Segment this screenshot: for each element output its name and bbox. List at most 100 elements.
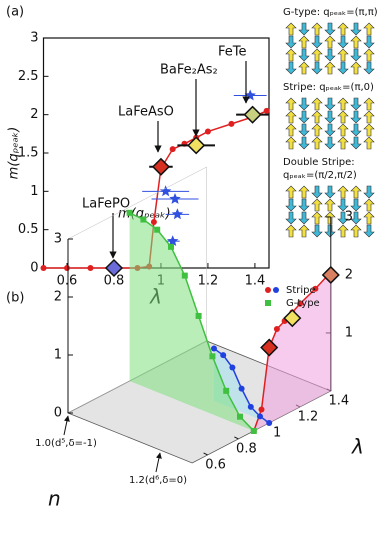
lambda-tick-label: 1 — [273, 425, 281, 440]
spin-arrow — [285, 48, 297, 62]
y2-tick-label: 1 — [345, 325, 353, 340]
annotation: LaFePO — [82, 197, 130, 212]
lambda-tick-label: 1.4 — [328, 393, 349, 408]
n-tick-label: 1.0(d⁵,δ=-1) — [35, 438, 97, 449]
data-point — [223, 387, 230, 394]
data-point — [140, 216, 147, 223]
data-point — [126, 209, 133, 216]
x-tick-label: 0.6 — [57, 274, 78, 289]
spin-arrow — [324, 185, 336, 199]
y-tick-label: 0 — [30, 261, 38, 276]
spin-arrow — [298, 123, 310, 137]
spin-arrow — [285, 136, 297, 150]
spin-arrow — [337, 110, 349, 124]
spin-arrow — [311, 224, 323, 238]
data-point — [247, 403, 254, 410]
spin-arrow — [337, 136, 349, 150]
spin-arrow — [324, 136, 336, 150]
spin-arrow — [298, 97, 310, 111]
spin-arrow — [350, 61, 362, 75]
spin-arrow — [363, 22, 375, 36]
y-tick-label: 3 — [30, 31, 38, 46]
spin-arrow — [350, 185, 362, 199]
data-point — [167, 235, 179, 246]
spin-arrow — [337, 35, 349, 49]
spin-arrow — [298, 224, 310, 238]
spin-arrow — [311, 136, 323, 150]
data-point — [150, 219, 157, 225]
spin-arrow — [285, 211, 297, 225]
lambda-tick-label: 1.2 — [298, 409, 319, 424]
spin-arrow — [285, 224, 297, 238]
data-point — [220, 352, 227, 359]
spin-arrow — [363, 211, 375, 225]
y-tick-label: 2 — [54, 290, 62, 305]
data-point — [187, 136, 206, 155]
data-point — [181, 272, 188, 279]
data-point — [273, 326, 280, 333]
data-point — [63, 265, 70, 271]
data-point — [283, 309, 302, 328]
y-tick-label: 1 — [54, 348, 62, 363]
spin-arrow — [363, 97, 375, 111]
spin-arrow — [285, 185, 297, 199]
spin-arrow — [337, 22, 349, 36]
spin-arrow — [363, 35, 375, 49]
data-point — [243, 105, 262, 124]
spin-arrow — [350, 123, 362, 137]
y-axis-label: m(qₚₑₐₖ) — [7, 127, 22, 180]
data-point — [263, 107, 270, 114]
spin-arrow — [311, 97, 323, 111]
data-point — [171, 208, 184, 220]
data-point — [204, 128, 211, 135]
spin-arrow — [298, 110, 310, 124]
data-point — [260, 338, 279, 357]
panel-label: (a) — [6, 5, 24, 20]
spin-arrow — [350, 97, 362, 111]
data-point — [257, 413, 263, 420]
lambda-tick — [234, 436, 239, 440]
y-tick-label: 1 — [30, 184, 38, 199]
spin-arrow — [363, 48, 375, 62]
diagram-label: qₚₑₐₖ=(π/2,π/2) — [283, 170, 357, 181]
spin-arrow — [311, 211, 323, 225]
data-point — [209, 353, 216, 360]
annotation: FeTe — [218, 45, 247, 60]
y-tick-label: 2 — [30, 107, 38, 122]
spin-arrow — [337, 224, 349, 238]
y-tick-label: 0 — [54, 406, 62, 421]
spin-arrow — [298, 211, 310, 225]
lambda-tick-label: 0.6 — [205, 457, 226, 472]
spin-arrow — [324, 211, 336, 225]
spin-arrow — [337, 61, 349, 75]
diagram-label: Double Stripe: — [283, 157, 355, 168]
spin-arrow — [285, 35, 297, 49]
spin-arrow — [311, 22, 323, 36]
spin-arrow — [298, 35, 310, 49]
spin-arrow — [350, 136, 362, 150]
spin-arrow — [324, 198, 336, 212]
y2-tick-label: 3 — [345, 209, 353, 224]
data-point — [297, 300, 303, 307]
y-tick-label: 3 — [54, 232, 62, 247]
data-point — [169, 193, 181, 204]
spin-arrow — [324, 123, 336, 137]
spin-arrow — [324, 35, 336, 49]
spin-arrow — [337, 48, 349, 62]
data-point — [312, 285, 319, 292]
spin-arrow — [311, 35, 323, 49]
spin-arrow — [285, 61, 297, 75]
spin-arrow — [363, 224, 375, 238]
spin-arrow — [337, 123, 349, 137]
data-point — [229, 364, 236, 371]
x-axis-label: n — [48, 487, 61, 511]
spin-arrow — [363, 110, 375, 124]
spin-arrow — [311, 198, 323, 212]
data-point — [250, 427, 257, 434]
y-tick-label: 2.5 — [18, 69, 39, 84]
spin-arrow — [324, 22, 336, 36]
data-point — [40, 265, 47, 271]
x-tick-label: 0.8 — [104, 274, 125, 289]
lambda-axis-label: λ — [351, 435, 364, 459]
